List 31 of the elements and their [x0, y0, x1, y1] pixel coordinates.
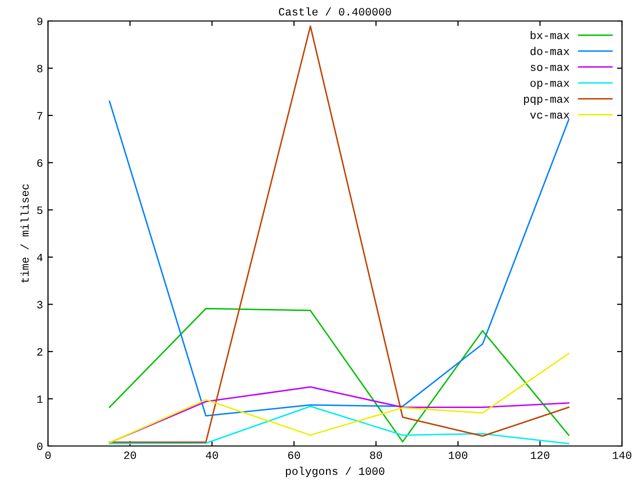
y-tick-label: 4	[37, 254, 43, 262]
y-tick-label: 8	[37, 64, 42, 72]
legend-label: pqp-max	[524, 96, 570, 106]
legend-label: do-max	[530, 46, 570, 56]
legend-label: so-max	[530, 64, 570, 71]
line-series	[108, 308, 570, 442]
y-tick-label: 2	[37, 348, 42, 356]
y-tick-label: 6	[37, 159, 42, 167]
chart-title: Castle / 0.400000	[278, 7, 391, 16]
y-axis-title: time / millisec	[20, 184, 29, 282]
y-tick-label: 7	[37, 112, 42, 120]
line-series	[108, 406, 570, 444]
y-tick-label: 3	[37, 300, 42, 308]
x-axis-title: polygons / 1000	[286, 466, 384, 478]
y-tick-label: 1	[37, 395, 43, 403]
y-tick-label: 5	[37, 206, 42, 214]
y-tick-label: 0	[37, 442, 42, 450]
legend-label: op-max	[530, 80, 570, 90]
x-tick-label: 0	[45, 451, 51, 460]
x-tick-label: 140	[612, 451, 632, 460]
x-tick-label: 100	[448, 451, 468, 460]
x-tick-label: 20	[124, 451, 136, 460]
x-tick-label: 120	[530, 451, 550, 460]
legend-label: vc-max	[530, 112, 570, 119]
y-tick-label: 9	[37, 18, 42, 26]
x-tick-label: 40	[206, 451, 218, 460]
x-tick-label: 80	[370, 451, 382, 460]
line-series	[108, 26, 570, 443]
x-tick-label: 60	[288, 451, 300, 460]
line-series	[108, 352, 570, 444]
legend-label: bx-max	[530, 31, 570, 40]
